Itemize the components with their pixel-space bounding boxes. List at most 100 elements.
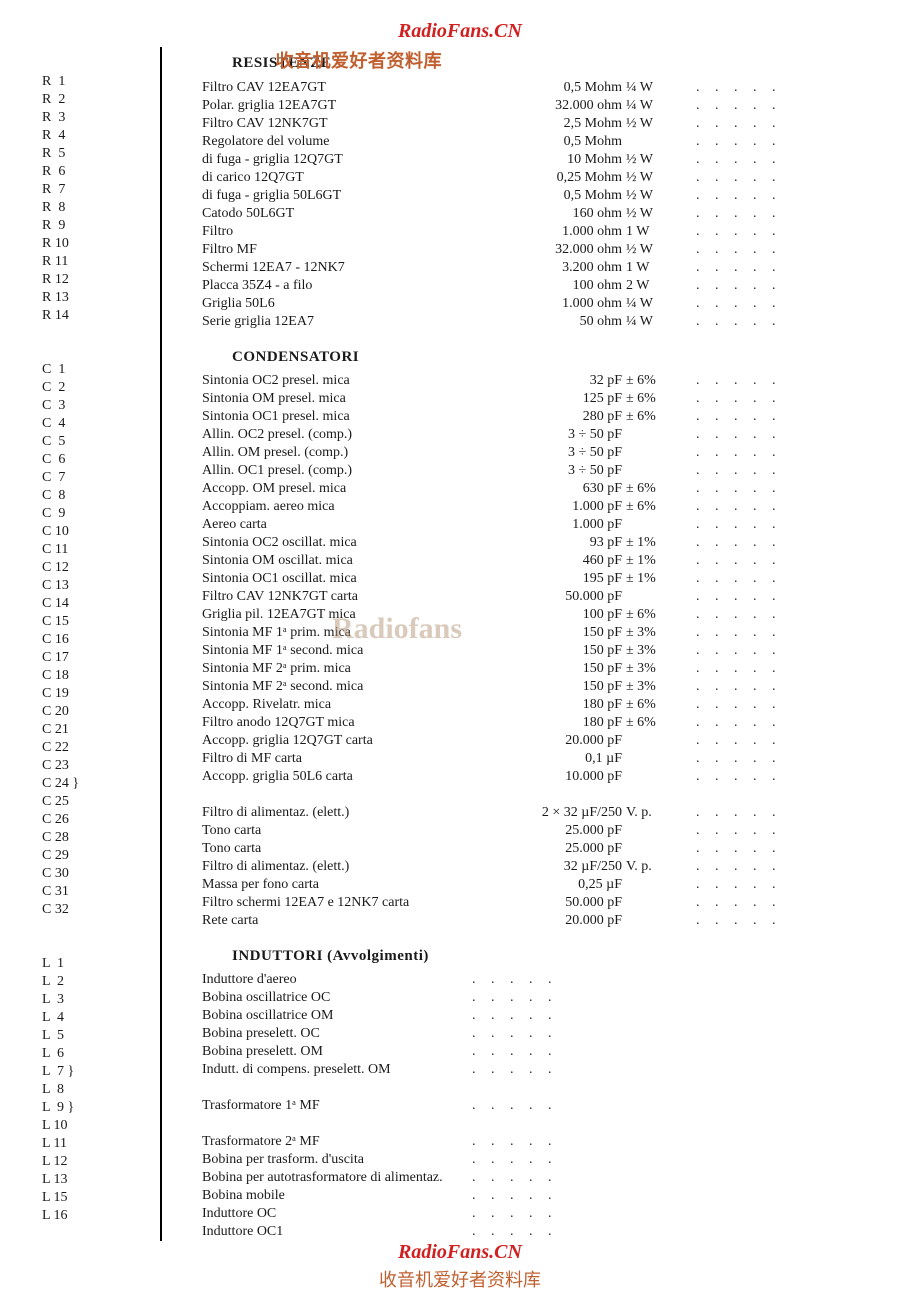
- component-row: Sintonia MF 2ᵃ second. mica150 pF± 3%. .…: [202, 678, 880, 696]
- component-row: Sintonia MF 1ᵃ prim. mica150 pF± 3%. . .…: [202, 624, 880, 642]
- component-tolerance: [622, 516, 686, 534]
- leader-dots: . . . . .: [686, 462, 880, 480]
- component-row: Induttore OC. . . . .: [202, 1205, 880, 1223]
- component-ref: L 5: [42, 1027, 142, 1045]
- component-tolerance: [622, 732, 686, 750]
- watermark-bottom-brand: RadioFans.CN: [40, 1241, 880, 1264]
- leader-dots: . . . . .: [686, 714, 880, 732]
- component-value: 32 µF/250: [462, 858, 622, 876]
- component-row: Polar. griglia 12EA7GT32.000 ohm¼ W. . .…: [202, 97, 880, 115]
- leader-dots: . . . . .: [686, 444, 880, 462]
- component-ref: L 3: [42, 991, 142, 1009]
- leader-dots: . . . . .: [686, 534, 880, 552]
- component-desc: Trasformatore 1ᵃ MF: [202, 1097, 462, 1115]
- component-ref: C 23: [42, 757, 142, 775]
- component-row: Accopp. griglia 50L6 carta10.000 pF. . .…: [202, 768, 880, 786]
- component-tolerance: ½ W: [622, 187, 686, 205]
- component-row: Filtro anodo 12Q7GT mica180 pF± 6%. . . …: [202, 714, 880, 732]
- leader-dots: . . . . .: [686, 295, 880, 313]
- component-tolerance: ± 6%: [622, 480, 686, 498]
- component-value: 630 pF: [462, 480, 622, 498]
- component-row: Filtro CAV 12NK7GT carta50.000 pF. . . .…: [202, 588, 880, 606]
- component-row: Induttore OC1. . . . .: [202, 1223, 880, 1241]
- component-value: 150 pF: [462, 678, 622, 696]
- component-value: 0,5 Mohm: [462, 133, 622, 151]
- leader-dots: . . . . .: [462, 1061, 880, 1079]
- component-ref: C 15: [42, 613, 142, 631]
- component-desc: Bobina mobile: [202, 1187, 462, 1205]
- component-row: Regolatore del volume0,5 Mohm. . . . .: [202, 133, 880, 151]
- component-desc: [202, 1079, 462, 1097]
- component-tolerance: ± 6%: [622, 408, 686, 426]
- condensatori-rows: Radiofans Sintonia OC2 presel. mica32 pF…: [202, 372, 880, 930]
- component-row: Massa per fono carta0,25 µF . . . . .: [202, 876, 880, 894]
- component-ref: R 12: [42, 271, 142, 289]
- component-row: Rete carta20.000 pF. . . . .: [202, 912, 880, 930]
- component-value: 0,25 µF: [462, 876, 622, 894]
- component-ref: C 3: [42, 397, 142, 415]
- component-tolerance: ¼ W: [622, 295, 686, 313]
- component-desc: Schermi 12EA7 - 12NK7: [202, 259, 462, 277]
- leader-dots: . . . . .: [462, 1223, 880, 1241]
- component-row: Indutt. di compens. preselett. OM. . . .…: [202, 1061, 880, 1079]
- component-desc: Filtro schermi 12EA7 e 12NK7 carta: [202, 894, 462, 912]
- component-ref: C 6: [42, 451, 142, 469]
- leader-dots: . . . . .: [686, 696, 880, 714]
- component-ref: C 32: [42, 901, 142, 919]
- leader-dots: . . . . .: [686, 277, 880, 295]
- component-desc: Rete carta: [202, 912, 462, 930]
- component-tolerance: [622, 133, 686, 151]
- component-row: Sintonia OC2 oscillat. mica93 pF± 1%. . …: [202, 534, 880, 552]
- component-row: [202, 1115, 880, 1133]
- leader-dots: . . . . .: [686, 115, 880, 133]
- component-ref: L 15: [42, 1189, 142, 1207]
- component-tolerance: ± 6%: [622, 696, 686, 714]
- component-desc: Filtro CAV 12EA7GT: [202, 79, 462, 97]
- component-row: Trasformatore 2ᵃ MF. . . . .: [202, 1133, 880, 1151]
- component-row: Tono carta25.000 pF. . . . .: [202, 840, 880, 858]
- component-row: di fuga - griglia 50L6GT0,5 Mohm½ W. . .…: [202, 187, 880, 205]
- component-value: 32.000 ohm: [462, 97, 622, 115]
- component-ref: L 9 }: [42, 1099, 142, 1117]
- component-desc: Massa per fono carta: [202, 876, 462, 894]
- component-tolerance: ¼ W: [622, 79, 686, 97]
- component-row: [202, 1079, 880, 1097]
- component-desc: Catodo 50L6GT: [202, 205, 462, 223]
- component-tolerance: ½ W: [622, 151, 686, 169]
- leader-dots: . . . . .: [462, 1043, 880, 1061]
- component-value: 2 × 32 µF/250: [462, 804, 622, 822]
- component-value: 150 pF: [462, 624, 622, 642]
- leader-dots: . . . . .: [686, 660, 880, 678]
- component-ref: R 10: [42, 235, 142, 253]
- leader-dots: . . . . .: [686, 624, 880, 642]
- component-row: Filtro di alimentaz. (elett.)2 × 32 µF/2…: [202, 804, 880, 822]
- component-row: Sintonia OC1 oscillat. mica195 pF± 1%. .…: [202, 570, 880, 588]
- component-tolerance: ± 3%: [622, 642, 686, 660]
- component-value: 50.000 pF: [462, 894, 622, 912]
- leader-dots: . . . . .: [686, 750, 880, 768]
- component-tolerance: [622, 426, 686, 444]
- component-tolerance: ± 6%: [622, 498, 686, 516]
- component-ref: C 18: [42, 667, 142, 685]
- leader-dots: . . . . .: [686, 588, 880, 606]
- component-row: Griglia pil. 12EA7GT mica100 pF± 6%. . .…: [202, 606, 880, 624]
- component-value: 50 ohm: [462, 313, 622, 331]
- component-ref: L 10: [42, 1117, 142, 1135]
- component-value: 180 pF: [462, 696, 622, 714]
- component-desc: Allin. OC1 presel. (comp.): [202, 462, 462, 480]
- component-row: Sintonia OM presel. mica125 pF± 6%. . . …: [202, 390, 880, 408]
- component-ref: C 14: [42, 595, 142, 613]
- component-value: 25.000 pF: [462, 822, 622, 840]
- leader-dots: . . . . .: [686, 876, 880, 894]
- component-ref: R 7: [42, 181, 142, 199]
- component-ref: C 28: [42, 829, 142, 847]
- component-desc: Filtro CAV 12NK7GT: [202, 115, 462, 133]
- component-value: 1.000 pF: [462, 498, 622, 516]
- component-ref: C 10: [42, 523, 142, 541]
- leader-dots: . . . . .: [686, 678, 880, 696]
- component-desc: Sintonia OC2 presel. mica: [202, 372, 462, 390]
- component-row: Allin. OM presel. (comp.)3 ÷ 50 pF. . . …: [202, 444, 880, 462]
- leader-dots: . . . . .: [686, 169, 880, 187]
- component-tolerance: [622, 588, 686, 606]
- component-tolerance: ± 6%: [622, 390, 686, 408]
